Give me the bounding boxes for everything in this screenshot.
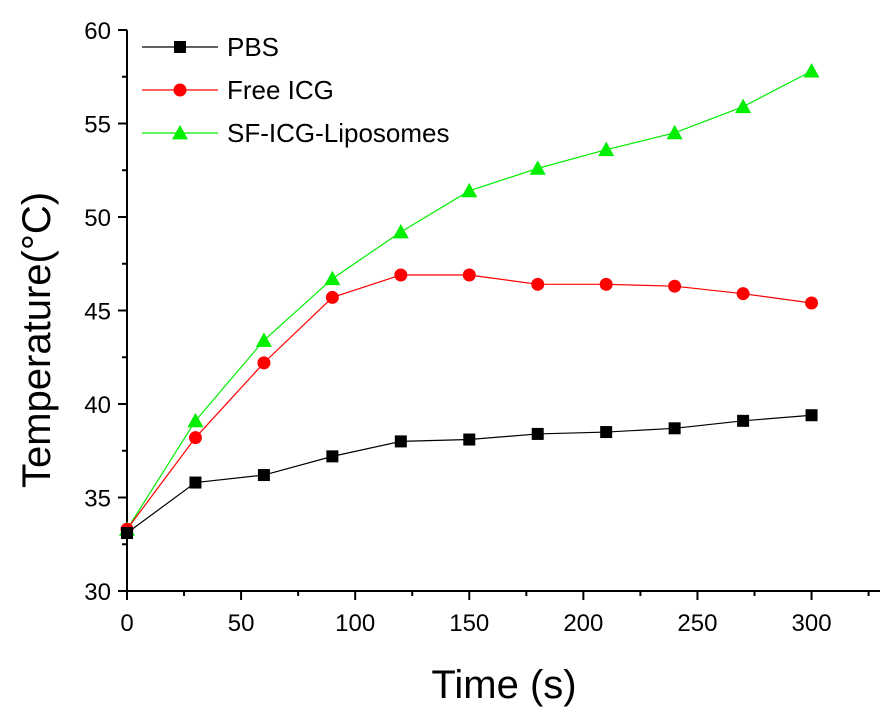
data-point-pbs xyxy=(737,414,750,427)
y-tick-label: 50 xyxy=(84,205,111,232)
x-tick-label: 0 xyxy=(120,610,133,637)
data-point-sf-icg-liposomes xyxy=(666,124,683,140)
data-point-free-icg xyxy=(805,296,819,310)
x-tick-label: 50 xyxy=(228,610,255,637)
y-tick-label: 35 xyxy=(84,486,111,513)
data-point-free-icg xyxy=(668,279,682,293)
series-layer xyxy=(119,63,820,540)
x-tick-label: 200 xyxy=(563,610,603,637)
data-point-sf-icg-liposomes xyxy=(187,412,204,428)
y-tick-label: 40 xyxy=(84,392,111,419)
legend: PBS Free ICG SF-ICG-Liposomes xyxy=(142,32,450,148)
x-tick-label: 100 xyxy=(335,610,375,637)
data-point-sf-icg-liposomes xyxy=(392,223,409,239)
data-point-pbs xyxy=(121,527,133,540)
data-point-free-icg xyxy=(736,287,750,301)
y-tick-label: 55 xyxy=(84,112,111,139)
data-point-sf-icg-liposomes xyxy=(324,270,341,286)
x-tick-label: 250 xyxy=(677,610,717,637)
data-point-free-icg xyxy=(599,277,613,291)
data-point-free-icg xyxy=(325,290,339,304)
data-point-pbs xyxy=(600,426,613,439)
data-point-sf-icg-liposomes xyxy=(529,160,546,175)
series-line-pbs xyxy=(126,414,812,534)
data-point-pbs xyxy=(257,469,270,482)
data-point-free-icg xyxy=(531,277,545,291)
data-point-free-icg xyxy=(188,431,202,445)
y-axis-title: Temperature(°C) xyxy=(15,192,59,488)
data-point-free-icg xyxy=(257,356,271,370)
data-point-sf-icg-liposomes xyxy=(598,141,615,157)
legend-label: PBS xyxy=(227,32,279,62)
legend-label: Free ICG xyxy=(227,75,334,105)
legend-marker xyxy=(173,83,187,97)
data-point-pbs xyxy=(326,450,339,463)
data-point-sf-icg-liposomes xyxy=(461,182,478,198)
data-point-pbs xyxy=(668,422,681,435)
y-tick-label: 60 xyxy=(84,18,111,45)
data-point-pbs xyxy=(394,435,407,448)
x-axis-title: Time (s) xyxy=(431,663,576,707)
series-free-icg xyxy=(120,268,819,536)
x-tick-label: 300 xyxy=(792,610,832,637)
legend-item-free-icg: Free ICG xyxy=(142,75,334,105)
legend-item-sf-icg-liposomes: SF-ICG-Liposomes xyxy=(142,118,450,148)
data-point-sf-icg-liposomes xyxy=(735,98,752,114)
legend-item-pbs: PBS xyxy=(142,32,279,62)
data-point-pbs xyxy=(189,476,202,489)
data-point-sf-icg-liposomes xyxy=(803,63,820,78)
y-tick-label: 30 xyxy=(84,579,111,606)
x-axis: 0 50 100 150 200 250 300 xyxy=(120,591,870,637)
series-sf-icg-liposomes xyxy=(119,63,820,536)
series-line-free-icg xyxy=(126,274,812,530)
x-tick-label: 150 xyxy=(449,610,489,637)
y-tick-label: 45 xyxy=(84,299,111,326)
data-point-pbs xyxy=(531,427,544,440)
legend-marker xyxy=(172,125,188,140)
series-pbs xyxy=(121,409,818,540)
legend-marker xyxy=(174,41,186,53)
data-point-free-icg xyxy=(394,268,408,282)
plot-area xyxy=(126,30,880,592)
data-point-pbs xyxy=(805,409,818,422)
legend-label: SF-ICG-Liposomes xyxy=(227,118,450,148)
data-point-sf-icg-liposomes xyxy=(255,332,272,347)
y-axis: 30 35 40 45 50 55 60 xyxy=(84,18,127,606)
data-point-pbs xyxy=(463,433,476,446)
data-point-free-icg xyxy=(462,268,476,282)
